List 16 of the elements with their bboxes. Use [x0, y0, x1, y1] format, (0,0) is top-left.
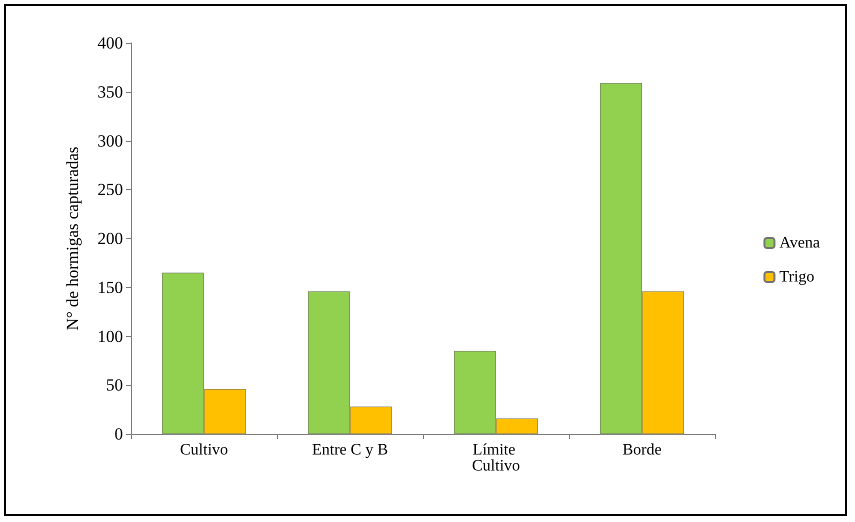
legend-label: Trigo: [779, 268, 814, 286]
legend-label: Avena: [779, 234, 820, 252]
y-tick-label: 150: [98, 278, 123, 297]
y-axis-title: N° de hormigas capturadas: [63, 146, 82, 330]
y-tick-label: 300: [98, 131, 123, 150]
y-tick-label: 0: [114, 424, 123, 444]
y-tick-label: 400: [98, 34, 123, 52]
y-tick-label: 100: [98, 326, 123, 346]
x-tick-label: Cultivo: [180, 442, 228, 458]
y-tick-label: 50: [106, 376, 123, 395]
y-tick-label: 350: [98, 82, 123, 102]
x-tick-label: Límite Cultivo: [472, 442, 520, 474]
x-tick-label: Borde: [622, 442, 662, 458]
y-tick-label: 250: [98, 180, 123, 200]
x-tick-label: Entre C y B: [312, 442, 388, 458]
y-tick-label: 200: [98, 229, 123, 248]
